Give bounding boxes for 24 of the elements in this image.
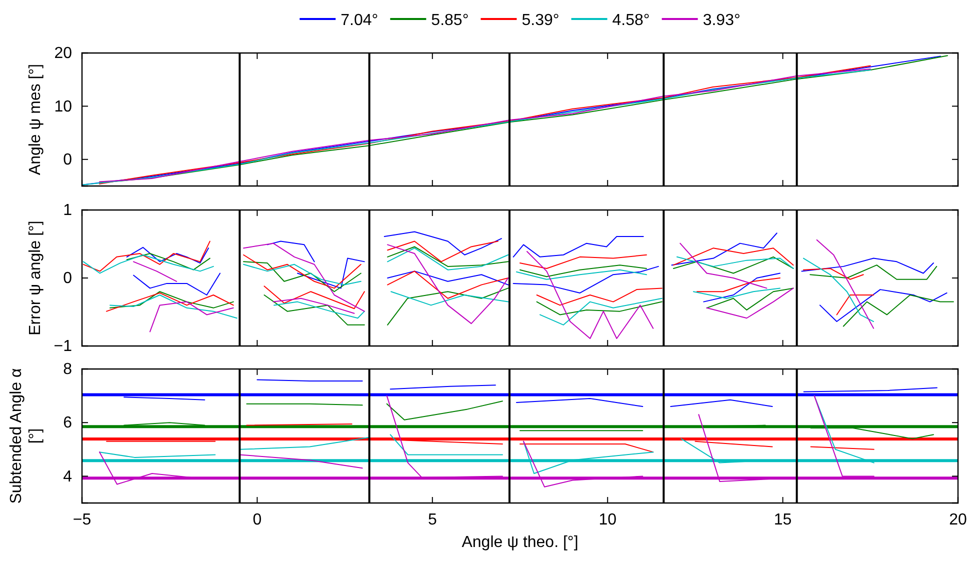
x-tick-label: −5: [72, 511, 92, 528]
legend-label: 5.39°: [522, 12, 560, 29]
y-tick-label: 1: [63, 202, 72, 220]
y-tick-label: 4: [63, 468, 72, 486]
legend-label: 7.04°: [340, 12, 378, 29]
x-tick-label: 0: [252, 511, 262, 528]
y-axis-title: Subtended Angle α [°]: [8, 368, 44, 504]
y-tick-label: −1: [54, 338, 72, 356]
y-tick-label: 8: [63, 361, 72, 378]
x-tick-label: 5: [428, 511, 437, 528]
y-axis-title: Angle ψ mes [°]: [27, 64, 44, 176]
x-axis-title: Angle ψ theo. [°]: [462, 534, 578, 551]
legend-label: 3.93°: [702, 12, 740, 29]
y-tick-label: 10: [54, 98, 72, 116]
y-axis-title: Error ψ angle [°]: [27, 220, 44, 336]
legend-label: 5.85°: [431, 12, 469, 29]
y-tick-label: 0: [63, 152, 72, 169]
legend-label: 4.58°: [612, 12, 650, 29]
y-tick-label: 0: [63, 270, 72, 288]
x-tick-label: 20: [949, 511, 967, 528]
y-tick-label: 6: [63, 414, 72, 432]
x-tick-label: 15: [774, 511, 792, 528]
y-tick-label: 20: [54, 45, 72, 62]
x-tick-label: 10: [598, 511, 617, 528]
